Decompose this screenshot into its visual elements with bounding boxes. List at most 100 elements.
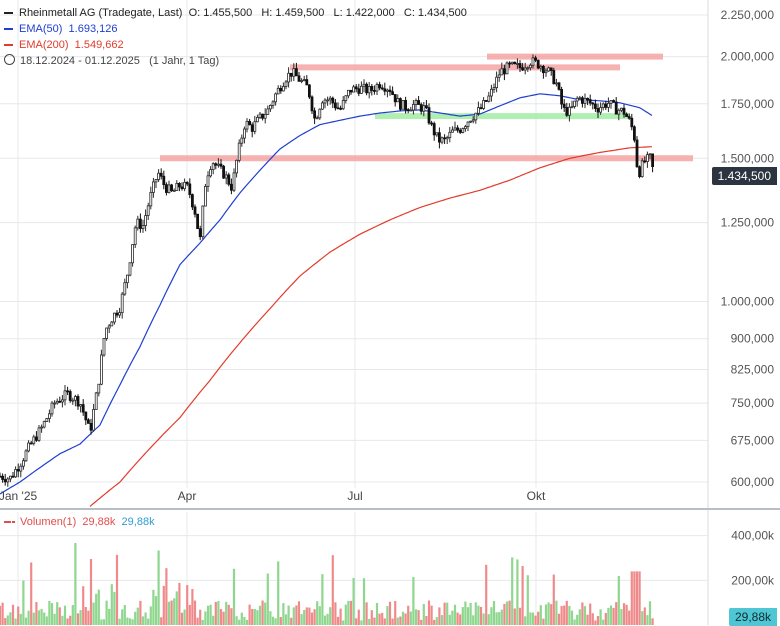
volume-bar [261,600,264,625]
volume-bar [412,576,415,625]
candle-body [599,107,602,113]
volume-bar [160,617,163,625]
volume-bar [69,615,72,625]
ema50-legend[interactable]: EMA(50) 1.693,126 [4,21,117,37]
volume-bar [568,605,571,625]
volume-bar [425,616,428,625]
candle-body [258,113,262,118]
candle-body [162,175,166,186]
candle-body [266,108,270,115]
ema200-legend[interactable]: EMA(200) 1.549,662 [4,37,124,53]
volume-bar [89,559,93,625]
candle-body [638,166,641,177]
volume-bar [1,602,4,625]
volume-bar [417,610,420,625]
candle-body [235,159,239,174]
volume-bar [316,601,319,625]
instrument-title: Rheinmetall AG (Tradegate, Last) [19,7,183,19]
candle-body [367,85,371,94]
volume-bar [19,613,22,625]
volume-bar [386,606,389,625]
volume-bar [144,612,147,625]
candle-body [149,192,153,207]
volume-bar [121,609,124,625]
volume-bar [35,602,38,625]
volume-bar [87,610,90,625]
candle-body [76,396,80,407]
volume-bar [105,600,108,625]
candle-body [555,82,558,85]
candle-body [430,122,434,125]
volume-bar [63,605,67,625]
volume-bar [4,618,7,625]
volume-bar [370,610,373,625]
candle-body [180,186,184,190]
volume-bar [622,603,626,625]
volume-bar [118,618,121,625]
volume-bar [45,616,48,625]
volume-bar [334,602,337,625]
candle-body [549,67,553,71]
volume-bar [251,609,254,625]
candle-body [115,312,119,316]
ema50-line [0,93,653,495]
candle-body [414,100,418,105]
candle-body [568,106,571,116]
candle-body [84,411,88,421]
candle-body [133,227,137,245]
candle-body [164,184,168,193]
candle-body [380,87,384,90]
volume-bar [607,607,610,625]
volume-bar [596,615,600,625]
candle-body [552,70,556,85]
candle-body [35,436,38,441]
candle-body [300,80,304,82]
volume-bar [170,600,173,625]
resistance-zone [487,53,663,60]
volume-bar [183,609,186,625]
volume-bar [602,619,605,625]
ema50-label: EMA(50) [19,23,63,35]
candle-body [604,103,608,108]
volume-bar [264,602,267,625]
clock-icon [4,54,15,65]
candle-body [453,127,457,131]
volume-bar [526,575,529,625]
candle-body [443,137,447,140]
volume-bar [274,618,277,625]
volume-bar [625,604,628,625]
volume-bar [217,601,220,625]
volume-bar [258,605,262,625]
volume-bar [635,571,639,625]
volume-bar [245,619,249,625]
candle-body [393,94,397,103]
candle-body [588,99,592,104]
volume-bar [191,589,194,625]
price-tick-label: 600,000 [731,475,775,489]
candle-body [294,68,298,77]
candle-body [502,68,506,75]
volume-bar [329,607,332,625]
candle-body [633,126,636,141]
candle-body [516,63,519,65]
candle-body [591,102,595,105]
ema200-label: EMA(200) [19,39,69,51]
candle-body [372,90,376,92]
candle-body [484,100,488,102]
volume-bar [248,604,251,625]
volume-bar [391,618,394,625]
candle-body [518,63,522,69]
candle-body [302,79,306,82]
volume-bar [464,601,467,625]
candle-body [74,396,77,401]
volume-bar [115,554,119,625]
volume-bar [50,603,54,625]
volume-tick-label: 400,00k [731,529,775,543]
candle-body [58,400,62,403]
candle-body [245,121,249,130]
candle-body [40,426,43,429]
volume-bar [456,612,459,625]
volume-bar [440,615,444,625]
resistance-zone [160,155,693,162]
